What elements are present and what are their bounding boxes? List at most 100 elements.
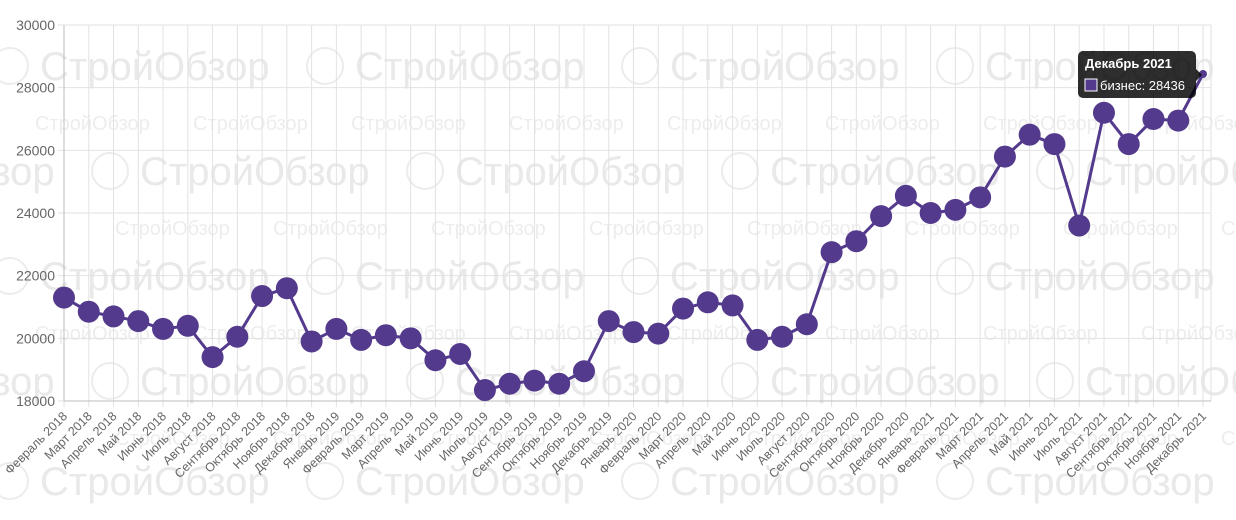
data-point xyxy=(53,286,75,309)
watermark-text: СтройОбзор xyxy=(985,255,1215,299)
watermark-text-small: СтройОбзор xyxy=(589,218,704,240)
data-point xyxy=(870,205,893,228)
watermark-text: СтройОбзор xyxy=(0,360,55,404)
y-tick-label: 30000 xyxy=(16,17,55,33)
data-point xyxy=(1199,70,1207,79)
data-point xyxy=(672,297,695,320)
watermark-logo-icon xyxy=(406,152,444,190)
data-point xyxy=(647,322,670,345)
data-point xyxy=(969,186,992,209)
watermark-text: СтройОбзор xyxy=(1085,150,1236,194)
data-point xyxy=(498,372,521,395)
watermark-text-small: СтройОбзор xyxy=(193,113,308,135)
data-point xyxy=(845,230,868,253)
tooltip-color-swatch xyxy=(1084,78,1098,92)
watermark-text-small: СтройОбзор xyxy=(115,428,230,450)
watermark-text-small: СтройОбзор xyxy=(589,428,704,450)
watermark-logo-icon xyxy=(91,152,129,190)
data-point xyxy=(226,325,249,348)
watermark-text-small: СтройОбзор xyxy=(825,113,940,135)
y-tick-label: 22000 xyxy=(16,268,55,284)
watermark-text-small: СтройОбзор xyxy=(825,323,940,345)
watermark-text-small: СтройОбзор xyxy=(747,428,862,450)
data-point xyxy=(399,327,422,350)
data-point xyxy=(622,321,645,344)
data-point xyxy=(449,343,472,365)
watermark-text-small: СтройОбзор xyxy=(747,218,862,240)
y-tick-label: 28000 xyxy=(16,80,55,96)
watermark-logo-icon xyxy=(306,47,344,85)
watermark-text: СтройОбзор xyxy=(40,460,270,504)
y-tick-label: 20000 xyxy=(16,330,55,346)
data-point xyxy=(251,285,274,308)
watermark-text-small: СтройОбзор xyxy=(1221,428,1236,450)
watermark-text: СтройОбзор xyxy=(40,255,270,299)
data-point xyxy=(721,294,744,317)
data-point xyxy=(1117,133,1140,156)
data-point xyxy=(548,372,571,395)
watermark-text-small: СтройОбзор xyxy=(193,323,308,345)
watermark-text: СтройОбзор xyxy=(770,360,1000,404)
data-point xyxy=(1018,123,1041,146)
watermark-text: СтройОбзор xyxy=(140,360,370,404)
watermark-text: СтройОбзор xyxy=(670,45,900,89)
data-point xyxy=(944,198,967,221)
watermark-logo-icon xyxy=(721,362,759,400)
data-point xyxy=(597,310,620,333)
data-point xyxy=(102,305,125,328)
data-point xyxy=(820,241,843,264)
watermark-text-small: СтройОбзор xyxy=(667,113,782,135)
watermark-text: СтройОбзор xyxy=(455,150,685,194)
watermark-text-small: СтройОбзор xyxy=(1141,323,1236,345)
watermark-text-small: СтройОбзор xyxy=(983,113,1098,135)
data-point xyxy=(919,202,942,224)
watermark-text: СтройОбзор xyxy=(1085,360,1236,404)
watermark-text-small: СтройОбзор xyxy=(431,428,546,450)
data-point xyxy=(275,277,298,300)
data-point xyxy=(300,330,323,353)
watermark-text: СтройОбзор xyxy=(670,460,900,504)
watermark-text-small: СтройОбзор xyxy=(115,218,230,240)
watermark-logo-icon xyxy=(306,462,344,500)
y-tick-label: 24000 xyxy=(16,205,55,221)
data-point xyxy=(325,317,348,340)
y-tick-label: 18000 xyxy=(16,393,55,409)
data-point xyxy=(1167,109,1190,132)
watermark-text: СтройОбзор xyxy=(985,460,1215,504)
tooltip-value: бизнес: 28436 xyxy=(1100,78,1185,93)
data-point xyxy=(473,379,496,402)
watermark-text-small: СтройОбзор xyxy=(273,428,388,450)
watermark-logo-icon xyxy=(91,362,129,400)
watermark-text-small: СтройОбзор xyxy=(509,323,624,345)
watermark-text: СтройОбзор xyxy=(355,255,585,299)
data-point xyxy=(523,369,546,392)
data-point xyxy=(1142,108,1165,130)
watermark-text: СтройОбзор xyxy=(355,45,585,89)
watermark-text-small: СтройОбзор xyxy=(351,113,466,135)
watermark-text: СтройОбзор xyxy=(770,150,1000,194)
data-point xyxy=(424,349,447,372)
watermark-text-small: СтройОбзор xyxy=(1063,428,1178,450)
data-point xyxy=(201,346,224,369)
watermark-text: СтройОбзор xyxy=(140,150,370,194)
watermark-logo-icon xyxy=(0,462,29,500)
watermark-text-small: СтройОбзор xyxy=(905,428,1020,450)
watermark-logo-icon xyxy=(621,47,659,85)
data-point xyxy=(176,314,199,337)
watermark-text: СтройОбзор xyxy=(0,150,55,194)
watermark-logo-icon xyxy=(0,257,29,295)
watermark-text: СтройОбзор xyxy=(355,460,585,504)
watermark-logo-icon xyxy=(1036,362,1074,400)
data-point xyxy=(152,317,175,340)
tooltip-title: Декабрь 2021 xyxy=(1085,56,1172,71)
watermark-text-small: СтройОбзор xyxy=(983,323,1098,345)
data-point xyxy=(127,310,150,333)
data-point xyxy=(1043,133,1066,156)
watermark-text-small: СтройОбзор xyxy=(35,113,150,135)
series-layer xyxy=(53,70,1207,402)
data-point xyxy=(771,325,794,348)
data-point xyxy=(77,300,100,323)
y-tick-label: 26000 xyxy=(16,142,55,158)
watermark-logo-icon xyxy=(721,152,759,190)
